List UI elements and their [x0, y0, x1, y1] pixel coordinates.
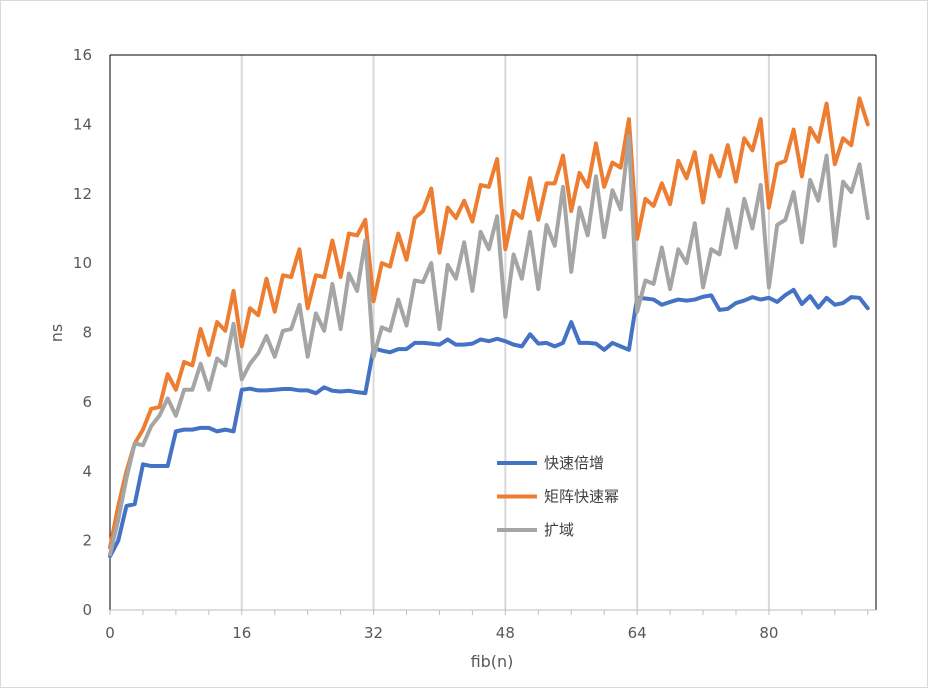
y-tick-label: 2 — [82, 532, 92, 550]
legend-label: 快速倍增 — [544, 454, 604, 472]
y-tick-label: 10 — [73, 254, 92, 272]
series-line-2 — [108, 134, 870, 557]
x-tick-label: 48 — [496, 624, 515, 642]
gridlines — [240, 55, 770, 610]
legend-label: 扩域 — [544, 521, 574, 539]
x-tick-label: 80 — [759, 624, 778, 642]
x-tick-label: 0 — [105, 624, 115, 642]
series-line-1 — [108, 96, 870, 550]
series-lines — [108, 96, 870, 559]
legend-label: 矩阵快速幂 — [544, 488, 619, 506]
y-tick-label: 14 — [73, 115, 92, 133]
x-tick-label: 32 — [364, 624, 383, 642]
y-tick-label: 8 — [82, 324, 92, 342]
series-line-0 — [108, 287, 870, 559]
y-tick-label: 0 — [82, 601, 92, 619]
x-tick-label: 64 — [628, 624, 647, 642]
x-tick-label: 16 — [232, 624, 251, 642]
axes — [109, 54, 877, 615]
y-tick-label: 12 — [73, 185, 92, 203]
y-tick-label: 4 — [82, 462, 92, 480]
x-axis-title: fib(n) — [471, 652, 514, 671]
y-axis-title: ns — [47, 324, 66, 342]
tick-labels: 0 2 4 6 8 10 12 14 16 0 16 32 48 64 80 — [73, 46, 779, 642]
y-tick-label: 6 — [82, 393, 92, 411]
y-tick-label: 16 — [73, 46, 92, 64]
